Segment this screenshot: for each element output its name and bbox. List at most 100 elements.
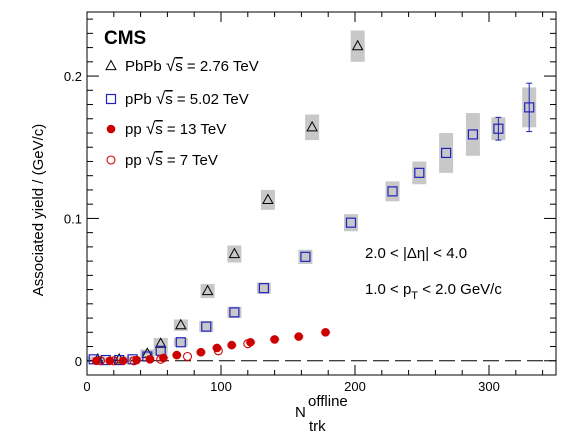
legend-entry-suffix: = 2.76 TeV bbox=[183, 58, 259, 75]
data-point-filled-circle bbox=[321, 327, 330, 337]
data-markers bbox=[88, 39, 535, 366]
x-tick-label: 100 bbox=[210, 379, 232, 394]
data-point-open-circle bbox=[243, 339, 253, 349]
data-point-open-circle bbox=[213, 346, 223, 356]
data-point-filled-circle bbox=[227, 340, 237, 350]
experiment-label: CMS bbox=[104, 28, 146, 49]
axes: 0 100 200 300 0 0.1 0.2 bbox=[64, 12, 556, 394]
data-point-open-circle bbox=[182, 351, 193, 362]
data-point-open-triangle bbox=[351, 39, 364, 51]
data-point-open-triangle bbox=[262, 193, 274, 205]
systematic-band bbox=[199, 320, 214, 333]
sqrt-argument: s bbox=[155, 152, 163, 169]
systematic-band bbox=[298, 249, 313, 264]
data-point-filled-circle bbox=[172, 350, 182, 360]
data-point-open-circle bbox=[109, 356, 119, 366]
systematic-band bbox=[412, 161, 427, 185]
plot-area-border bbox=[86, 11, 557, 376]
data-point-filled-circle bbox=[159, 353, 168, 363]
sqrt-symbol: √ bbox=[156, 89, 166, 108]
data-point-open-triangle bbox=[154, 337, 167, 348]
legend-entry-prefix: pp bbox=[125, 121, 146, 138]
legend-entry: pp √s = 13 TeV bbox=[125, 119, 226, 138]
legend-entry-suffix: = 5.02 TeV bbox=[173, 91, 249, 108]
sqrt-symbol: √ bbox=[146, 150, 156, 169]
data-point-open-square bbox=[467, 129, 479, 140]
systematic-band bbox=[173, 319, 188, 331]
x-axis-label-subscript: trk bbox=[309, 418, 326, 435]
x-tick-label: 0 bbox=[83, 379, 90, 394]
sqrt-symbol: √ bbox=[146, 119, 156, 138]
systematic-band bbox=[465, 113, 480, 156]
systematic-band bbox=[153, 346, 168, 356]
data-point-open-square bbox=[201, 321, 212, 332]
data-point-open-square bbox=[524, 102, 535, 113]
legend-marker-filled-circle bbox=[106, 124, 116, 134]
data-point-filled-circle bbox=[246, 337, 255, 347]
annotation-pt-subscript: T bbox=[411, 290, 418, 302]
x-axis-label-main: N bbox=[295, 404, 306, 421]
data-point-open-square bbox=[300, 251, 311, 262]
legend-marker-open-triangle bbox=[105, 59, 117, 71]
data-point-filled-circle bbox=[294, 332, 304, 341]
systematic-band bbox=[350, 30, 365, 62]
systematic-band bbox=[256, 282, 271, 294]
systematic-band bbox=[227, 306, 242, 319]
data-point-open-square bbox=[493, 123, 504, 134]
y-tick-label: 0.2 bbox=[64, 69, 82, 84]
data-point-open-triangle bbox=[306, 120, 318, 132]
data-point-filled-circle bbox=[118, 356, 128, 366]
x-tick-label: 200 bbox=[344, 379, 366, 394]
data-point-open-square bbox=[441, 147, 452, 159]
data-point-open-circle bbox=[129, 356, 139, 366]
data-point-open-square bbox=[175, 337, 186, 348]
x-tick-label: 300 bbox=[478, 379, 500, 394]
data-point-open-square bbox=[387, 186, 398, 197]
data-point-filled-circle bbox=[270, 335, 279, 344]
data-point-filled-circle bbox=[196, 347, 206, 357]
systematic-band bbox=[305, 114, 320, 141]
systematic-band bbox=[173, 337, 188, 347]
data-point-open-square bbox=[258, 283, 269, 294]
legend-entry-prefix: PbPb bbox=[125, 58, 166, 75]
legend-entry-suffix: = 13 TeV bbox=[163, 121, 227, 138]
x-axis-label: N offline trk bbox=[295, 393, 348, 435]
y-axis-label: Associated yield / (GeV/c) bbox=[30, 124, 47, 297]
sqrt-argument: s bbox=[155, 121, 163, 138]
sqrt-argument: s bbox=[165, 91, 173, 108]
data-point-filled-circle bbox=[145, 355, 155, 364]
legend-entry-prefix: pp bbox=[125, 152, 146, 169]
legend-entry: pPb √s = 5.02 TeV bbox=[125, 89, 249, 108]
systematic-band bbox=[140, 349, 155, 358]
annotation-pt-range: 1.0 < pT < 2.0 GeV/c bbox=[365, 281, 502, 302]
data-point-open-triangle bbox=[175, 318, 187, 330]
y-tick-label: 0 bbox=[75, 354, 82, 369]
systematic-band bbox=[227, 245, 242, 263]
data-point-open-triangle bbox=[201, 284, 214, 296]
annotation-delta-eta: 2.0 < |Δη| < 4.0 bbox=[365, 245, 467, 262]
data-point-open-circle bbox=[156, 354, 166, 364]
annotation-pt-prefix: 1.0 < p bbox=[365, 281, 411, 298]
legend-marker-open-square bbox=[105, 93, 117, 105]
data-point-open-square bbox=[345, 217, 357, 228]
data-point-open-triangle bbox=[228, 247, 241, 259]
legend-entry-suffix: = 7 TeV bbox=[163, 152, 218, 169]
legend-entry: PbPb √s = 2.76 TeV bbox=[125, 56, 259, 75]
legend-marker-open-circle bbox=[106, 155, 116, 165]
legend-entry: pp √s = 7 TeV bbox=[125, 150, 218, 169]
systematic-band bbox=[439, 133, 454, 173]
x-axis-label-superscript: offline bbox=[308, 393, 348, 410]
legend-entry-prefix: pPb bbox=[125, 91, 156, 108]
annotation-pt-suffix: < 2.0 GeV/c bbox=[418, 281, 502, 298]
data-point-open-square bbox=[229, 307, 240, 318]
sqrt-symbol: √ bbox=[166, 56, 176, 75]
y-tick-label: 0.1 bbox=[64, 211, 82, 226]
data-point-open-circle bbox=[95, 356, 105, 366]
systematic-bands bbox=[86, 30, 537, 363]
systematic-band bbox=[260, 189, 275, 210]
sqrt-argument: s bbox=[175, 58, 183, 75]
systematic-band bbox=[153, 337, 168, 350]
data-point-open-square bbox=[414, 167, 425, 178]
